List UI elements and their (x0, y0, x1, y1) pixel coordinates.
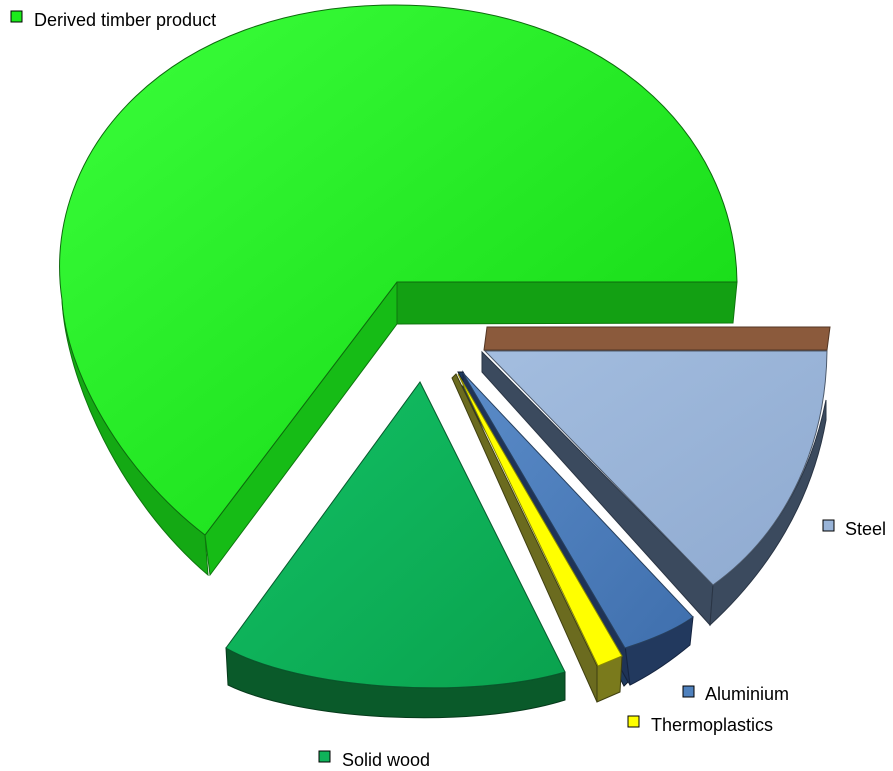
slice-thermoplastics-top (457, 373, 623, 667)
legend-item-solid-wood: Solid wood (318, 750, 430, 770)
legend-item-derived-timber-product: Derived timber product (10, 10, 216, 30)
slice-solid-wood (225, 381, 566, 719)
legend-item-steel: Steel (822, 519, 886, 539)
slices-layer (59, 4, 831, 719)
legend-label-solid-wood: Solid wood (342, 750, 430, 770)
legend-swatch-aluminium (682, 685, 695, 698)
legend-label-steel: Steel (845, 519, 886, 539)
slice-solid-wood-top (225, 381, 566, 689)
legend-swatch-solid-wood (318, 750, 331, 763)
slice-thermoplastics (451, 373, 623, 703)
slice-unlabeled-brown-top (483, 326, 831, 351)
slice-steel-top (483, 350, 828, 586)
legend-swatch-thermoplastics (627, 715, 640, 728)
slice-derived-cut-wall-right (396, 281, 738, 325)
legend-item-thermoplastics: Thermoplastics (627, 715, 773, 735)
legend-label-derived-timber-product: Derived timber product (34, 10, 216, 30)
slice-steel (481, 350, 828, 627)
slice-unlabeled-brown (483, 326, 831, 351)
legend-label-thermoplastics: Thermoplastics (651, 715, 773, 735)
legend-item-aluminium: Aluminium (682, 684, 789, 704)
legend-swatch-steel (822, 519, 835, 532)
slice-derived-timber-product (59, 4, 738, 577)
legend-label-aluminium: Aluminium (705, 684, 789, 704)
legend-swatch-derived-timber-product (10, 10, 23, 23)
slice-aluminium-top (462, 372, 694, 649)
legend-layer: Derived timber product Steel Aluminium Ther… (10, 10, 886, 770)
slice-derived-top (59, 4, 738, 536)
